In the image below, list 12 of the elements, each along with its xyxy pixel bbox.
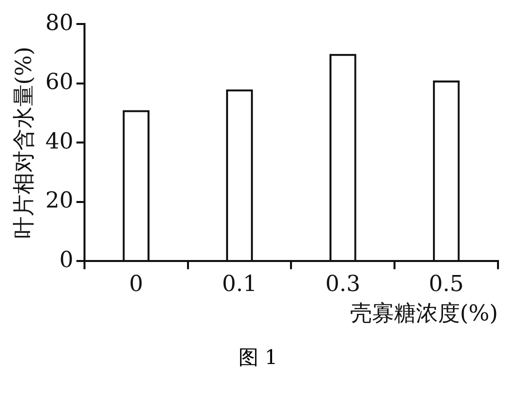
x-tick-label: 0.1 [222,272,257,298]
x-tick-label: 0 [129,272,144,298]
y-tick-label: 0 [59,248,74,273]
x-tick-label: 0.5 [428,272,464,298]
y-tick-label: 20 [45,188,74,214]
y-tick-label: 40 [45,129,74,154]
x-tick-label: 0.3 [325,272,360,298]
y-axis-title: 叶片相对含水量(%) [12,46,37,239]
x-axis-title: 壳寡糖浓度(%) [350,302,498,327]
y-tick-label: 60 [45,70,74,96]
y-tick-label: 80 [45,10,74,36]
caption: 图 1 [237,344,279,371]
